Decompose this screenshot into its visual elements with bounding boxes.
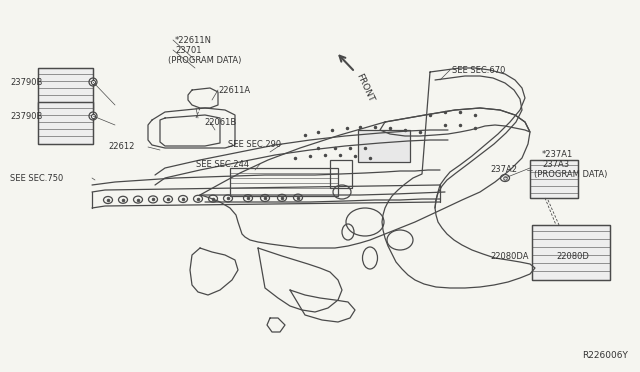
Text: 23790B: 23790B	[10, 78, 42, 87]
Text: 22611A: 22611A	[218, 86, 250, 95]
Text: FRONT: FRONT	[355, 72, 376, 104]
Text: SEE SEC.750: SEE SEC.750	[10, 174, 63, 183]
Text: 22612: 22612	[108, 142, 134, 151]
Bar	[38, 68, 93, 110]
Text: (PROGRAM DATA): (PROGRAM DATA)	[534, 170, 607, 179]
Text: 23790B: 23790B	[10, 112, 42, 121]
Bar	[38, 102, 93, 144]
Text: 22080DA: 22080DA	[490, 252, 529, 261]
Text: *237A1: *237A1	[542, 150, 573, 159]
Bar	[530, 160, 578, 198]
Bar	[532, 225, 610, 280]
Text: (PROGRAM DATA): (PROGRAM DATA)	[168, 56, 241, 65]
Bar	[330, 160, 352, 188]
Bar	[358, 130, 410, 162]
Text: SEE SEC.670: SEE SEC.670	[452, 66, 506, 75]
Text: 23701: 23701	[175, 46, 202, 55]
Bar	[38, 68, 93, 110]
Text: 237A3: 237A3	[542, 160, 569, 169]
Bar	[532, 225, 610, 280]
Text: R226006Y: R226006Y	[582, 351, 628, 360]
Text: 22061B: 22061B	[204, 118, 236, 127]
Bar	[530, 160, 578, 198]
Text: SEE SEC.290: SEE SEC.290	[228, 140, 281, 149]
Bar	[38, 102, 93, 144]
Bar	[230, 168, 338, 196]
Text: 237A2: 237A2	[490, 165, 517, 174]
Text: SEE SEC.244: SEE SEC.244	[196, 160, 249, 169]
Text: *22611N: *22611N	[175, 36, 212, 45]
Text: 22080D: 22080D	[556, 252, 589, 261]
